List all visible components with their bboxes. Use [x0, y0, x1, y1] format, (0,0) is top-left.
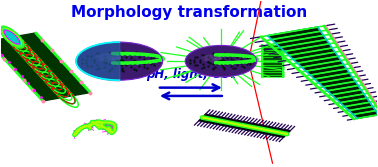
Polygon shape [237, 122, 246, 129]
Text: pH, light, CO₂: pH, light, CO₂ [146, 68, 236, 81]
Polygon shape [286, 44, 331, 55]
Polygon shape [199, 114, 209, 121]
Polygon shape [294, 52, 337, 63]
Polygon shape [202, 115, 211, 122]
Polygon shape [266, 127, 276, 134]
Ellipse shape [108, 56, 121, 60]
Polygon shape [311, 69, 349, 79]
Ellipse shape [0, 27, 24, 48]
Polygon shape [278, 130, 287, 137]
Polygon shape [324, 81, 358, 91]
Polygon shape [204, 115, 214, 122]
Polygon shape [263, 127, 273, 134]
Polygon shape [222, 119, 232, 126]
Polygon shape [277, 36, 325, 47]
Circle shape [76, 42, 163, 80]
Polygon shape [332, 90, 364, 99]
Polygon shape [290, 48, 334, 59]
Polygon shape [328, 86, 361, 95]
Polygon shape [211, 116, 220, 124]
Polygon shape [269, 128, 279, 135]
Bar [262, 45, 283, 77]
Polygon shape [272, 128, 282, 136]
Polygon shape [273, 31, 322, 43]
Polygon shape [214, 117, 223, 124]
Polygon shape [248, 124, 258, 131]
Polygon shape [307, 65, 346, 75]
Polygon shape [225, 119, 235, 126]
Polygon shape [341, 98, 370, 107]
Ellipse shape [96, 53, 121, 62]
Ellipse shape [201, 54, 223, 61]
Polygon shape [219, 118, 229, 125]
Polygon shape [349, 107, 376, 115]
Polygon shape [298, 56, 340, 67]
Polygon shape [345, 102, 373, 111]
Polygon shape [275, 129, 284, 136]
Polygon shape [228, 120, 238, 127]
Polygon shape [243, 123, 252, 130]
Polygon shape [254, 125, 264, 132]
Polygon shape [0, 33, 90, 101]
Polygon shape [280, 130, 290, 137]
Polygon shape [208, 116, 217, 123]
Polygon shape [260, 126, 270, 133]
Ellipse shape [212, 57, 223, 60]
Polygon shape [302, 61, 343, 71]
Polygon shape [234, 121, 243, 128]
Polygon shape [216, 118, 226, 125]
Polygon shape [240, 122, 249, 129]
Polygon shape [257, 126, 267, 133]
Polygon shape [246, 123, 255, 130]
Polygon shape [74, 121, 115, 135]
Polygon shape [315, 73, 352, 83]
Polygon shape [282, 40, 328, 51]
Polygon shape [231, 120, 241, 128]
Text: Morphology transformation: Morphology transformation [71, 5, 307, 20]
Polygon shape [336, 94, 367, 103]
Polygon shape [269, 27, 319, 39]
Polygon shape [353, 111, 378, 118]
Polygon shape [319, 77, 355, 87]
Circle shape [185, 45, 257, 77]
Polygon shape [251, 124, 261, 132]
